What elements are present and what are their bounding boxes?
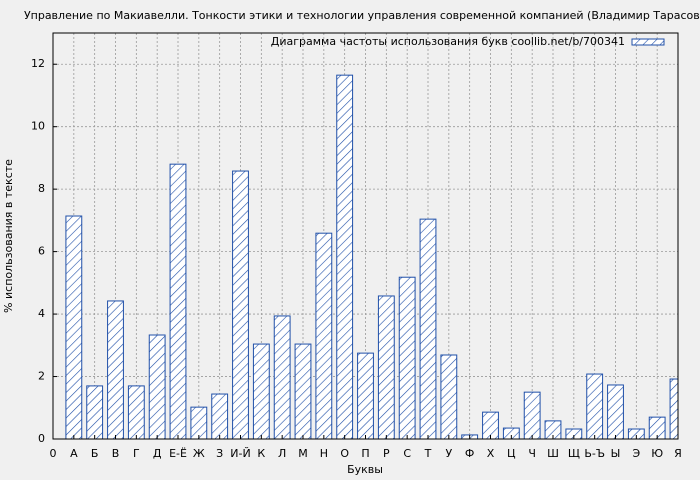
bar [502, 427, 520, 439]
x-tick-label: О [340, 447, 349, 460]
x-tick-label: М [298, 447, 308, 460]
x-tick-label: Я [674, 447, 682, 460]
x-tick-label: У [445, 447, 452, 460]
legend: Диаграмма частоты использования букв coo… [271, 35, 665, 48]
x-tick-label: Ж [193, 447, 205, 460]
x-tick-label: С [403, 447, 411, 460]
y-tick-label: 10 [31, 120, 45, 133]
x-tick-label: К [257, 447, 265, 460]
x-tick-label: И-Й [230, 447, 250, 460]
chart-title: Управление по Макиавелли. Тонкости этики… [24, 9, 700, 22]
bar [357, 352, 374, 439]
y-tick-label: 12 [31, 57, 45, 70]
bar [627, 428, 645, 439]
x-tick-label: Э [632, 447, 640, 460]
x-tick-label: Щ [568, 447, 580, 460]
x-tick-label: 0 [50, 447, 57, 460]
x-tick-label: Ц [507, 447, 516, 460]
x-tick-label: Е-Ё [169, 447, 187, 460]
y-tick-label: 6 [38, 245, 45, 258]
bar [377, 295, 395, 439]
bar [273, 315, 291, 439]
x-tick-label: Х [487, 447, 495, 460]
bars [65, 74, 678, 439]
x-tick-label: Н [320, 447, 328, 460]
bar [565, 428, 583, 439]
bar [148, 334, 166, 439]
x-tick-label: З [216, 447, 223, 460]
y-tick-label: 8 [38, 182, 45, 195]
bar [294, 343, 312, 439]
legend-label: Диаграмма частоты использования букв coo… [271, 35, 625, 48]
bar [419, 218, 437, 439]
bar [315, 232, 333, 439]
x-tick-label: Ч [528, 447, 536, 460]
bar [252, 343, 270, 439]
x-tick-label: Л [278, 447, 286, 460]
x-tick-label: Д [153, 447, 162, 460]
x-tick-label: Ю [651, 447, 663, 460]
y-axis-label: % использования в тексте [2, 159, 15, 313]
x-axis-label: Буквы [347, 463, 383, 476]
x-tick-label: П [361, 447, 369, 460]
x-tick-label: Р [383, 447, 390, 460]
y-tick-label: 0 [38, 432, 45, 445]
bar [169, 163, 187, 439]
bar [482, 411, 499, 439]
bar [607, 384, 624, 439]
x-tick-label: Ф [465, 447, 474, 460]
bar [211, 393, 229, 439]
bar [232, 170, 249, 439]
x-tick-label: А [70, 447, 78, 460]
x-tick-label: Г [133, 447, 140, 460]
x-tick-label: Ш [547, 447, 559, 460]
bar [65, 215, 83, 439]
x-tick-label: Ь-Ъ [584, 447, 605, 460]
y-tick-label: 4 [38, 307, 45, 320]
x-tick-label: Ы [611, 447, 621, 460]
bar [107, 300, 124, 439]
bar [523, 391, 541, 439]
bar [127, 385, 145, 439]
x-tick-label: В [112, 447, 120, 460]
legend-swatch [631, 38, 665, 46]
x-tick-label: Т [424, 447, 432, 460]
y-tick-label: 2 [38, 370, 45, 383]
x-tick-label: Б [91, 447, 99, 460]
bar [398, 276, 416, 439]
bar [336, 74, 354, 439]
bar [190, 406, 208, 439]
bar [440, 354, 458, 439]
bar [586, 373, 604, 439]
bar [86, 385, 104, 439]
